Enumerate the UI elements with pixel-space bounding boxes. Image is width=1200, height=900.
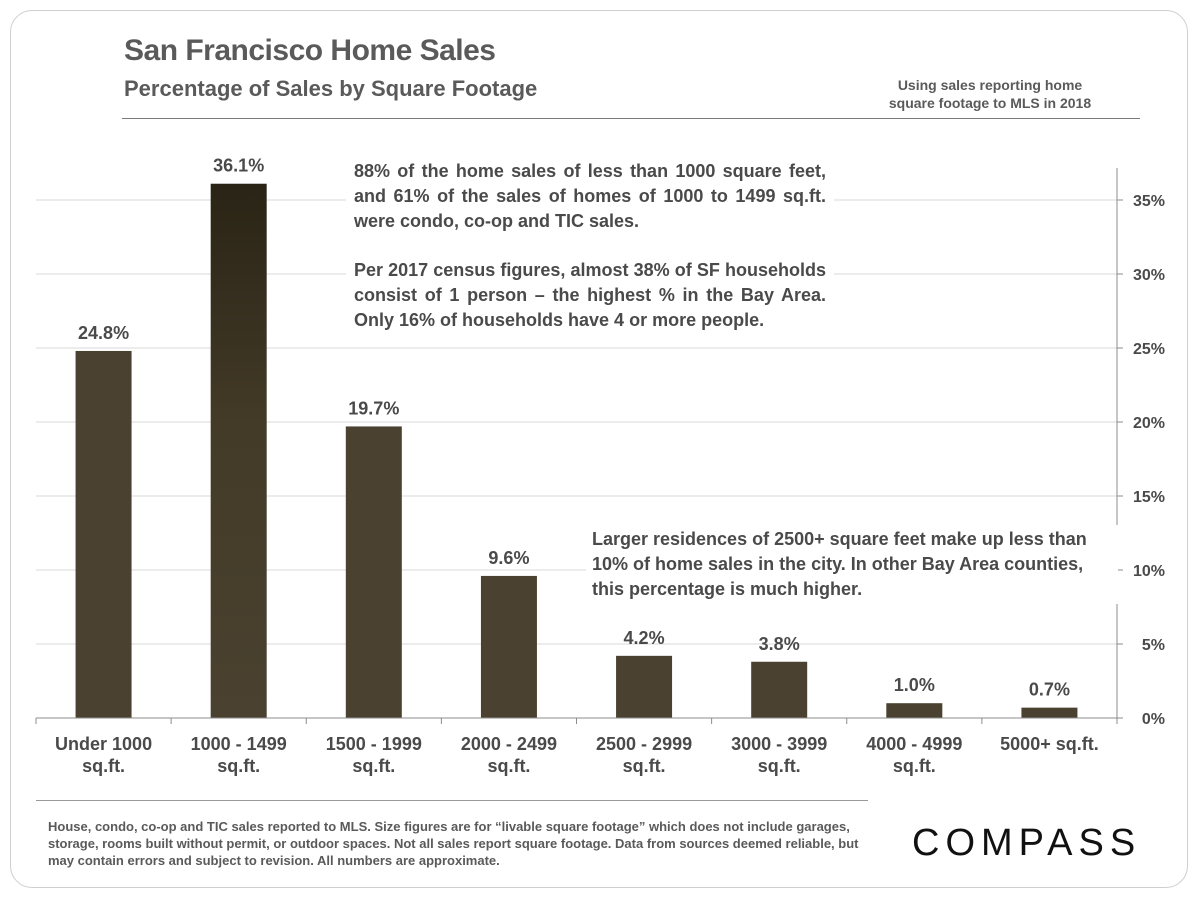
y-tick-label: 5% <box>1142 637 1165 654</box>
y-tick-label: 20% <box>1133 415 1165 432</box>
data-source-note-line2: square footage to MLS in 2018 <box>888 95 1092 111</box>
callout-census-text: Per 2017 census figures, almost 38% of S… <box>354 260 826 330</box>
header-divider <box>122 118 1140 119</box>
category-label: 4000 - 4999 <box>866 734 962 754</box>
callout-condo-text: 88% of the home sales of less than 1000 … <box>354 161 826 231</box>
callout-condo-census: 88% of the home sales of less than 1000 … <box>346 155 834 337</box>
category-label: 2500 - 2999 <box>596 734 692 754</box>
data-source-note: Using sales reporting home square footag… <box>840 76 1140 112</box>
callout-large-residences: Larger residences of 2500+ square feet m… <box>586 525 1118 604</box>
category-label: sq.ft. <box>217 756 260 776</box>
bar <box>886 703 943 718</box>
category-label: sq.ft. <box>82 756 125 776</box>
bar <box>75 350 132 718</box>
data-label: 1.0% <box>894 675 935 695</box>
data-label: 36.1% <box>213 156 264 176</box>
category-label: 3000 - 3999 <box>731 734 827 754</box>
labels: 0%5%10%15%20%25%30%35%24.8%Under 1000sq.… <box>55 156 1165 776</box>
bar <box>751 661 808 718</box>
category-label: sq.ft. <box>352 756 395 776</box>
data-label: 24.8% <box>78 323 129 343</box>
y-tick-label: 35% <box>1133 193 1165 210</box>
bar <box>616 655 673 718</box>
chart-title: San Francisco Home Sales <box>124 34 496 67</box>
category-label: 1000 - 1499 <box>191 734 287 754</box>
data-label: 4.2% <box>624 628 665 648</box>
category-label: sq.ft. <box>487 756 530 776</box>
data-source-note-line1: Using sales reporting home <box>897 77 1083 93</box>
y-tick-label: 0% <box>1142 711 1165 728</box>
category-label: sq.ft. <box>893 756 936 776</box>
category-label: sq.ft. <box>758 756 801 776</box>
y-tick-label: 25% <box>1133 341 1165 358</box>
bars <box>75 183 1078 719</box>
y-tick-label: 30% <box>1133 267 1165 284</box>
category-label: Under 1000 <box>55 734 152 754</box>
bar <box>210 183 267 719</box>
category-label: 1500 - 1999 <box>326 734 422 754</box>
bar <box>1021 707 1078 718</box>
axes <box>35 168 1123 724</box>
bar <box>345 426 402 718</box>
category-label: 2000 - 2499 <box>461 734 557 754</box>
bar <box>480 575 537 718</box>
chart-subtitle: Percentage of Sales by Square Footage <box>124 76 538 101</box>
category-label: sq.ft. <box>623 756 666 776</box>
data-label: 3.8% <box>759 634 800 654</box>
compass-logo: COMPASS <box>912 822 1142 864</box>
data-label: 9.6% <box>488 548 529 568</box>
data-label: 0.7% <box>1029 680 1070 700</box>
y-tick-label: 10% <box>1133 563 1165 580</box>
callout-large-residences-text: Larger residences of 2500+ square feet m… <box>592 529 1087 599</box>
y-tick-label: 15% <box>1133 489 1165 506</box>
footnote: House, condo, co-op and TIC sales report… <box>48 819 859 868</box>
data-label: 19.7% <box>348 398 399 418</box>
category-label: 5000+ sq.ft. <box>1000 734 1099 754</box>
footer-divider <box>36 800 868 801</box>
